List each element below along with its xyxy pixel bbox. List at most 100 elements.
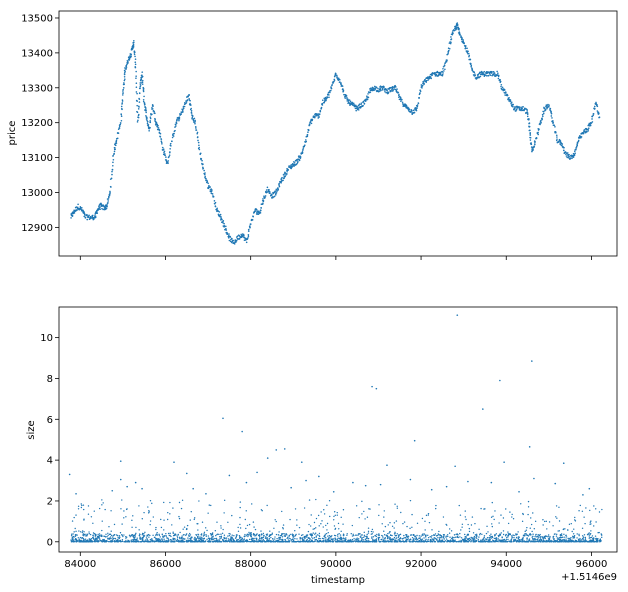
- size-point: [203, 540, 205, 543]
- price-point: [252, 215, 254, 218]
- price-point: [563, 146, 565, 149]
- size-point: [588, 537, 590, 539]
- size-point: [593, 541, 596, 543]
- size-point: [505, 538, 508, 540]
- price-point: [124, 78, 126, 80]
- price-point: [86, 214, 88, 217]
- price-point: [235, 241, 237, 243]
- size-point: [282, 524, 285, 526]
- price-y-axis-label: price: [7, 121, 18, 146]
- size-point: [538, 539, 541, 542]
- size-point: [215, 537, 218, 540]
- size-point: [555, 505, 558, 507]
- price-point: [182, 111, 184, 113]
- size-point: [85, 535, 88, 537]
- size-point: [74, 527, 76, 530]
- size-point: [535, 533, 537, 536]
- price-point: [228, 239, 231, 242]
- size-point: [81, 504, 83, 507]
- size-point: [504, 535, 507, 537]
- price-point: [500, 83, 503, 86]
- size-point: [264, 537, 267, 539]
- y-tick-label: 10: [40, 333, 53, 344]
- size-point: [507, 522, 510, 525]
- price-point: [148, 129, 150, 132]
- size-point: [375, 538, 377, 541]
- price-point: [541, 118, 544, 121]
- size-point: [71, 520, 74, 522]
- size-point: [214, 537, 216, 540]
- price-point: [138, 97, 140, 100]
- size-point: [532, 541, 535, 543]
- size-point: [178, 541, 180, 543]
- size-point: [220, 536, 223, 538]
- size-point: [573, 519, 576, 521]
- price-point: [326, 96, 329, 99]
- size-point: [505, 541, 508, 543]
- size-point: [272, 538, 274, 540]
- price-point: [157, 127, 160, 129]
- price-point: [99, 208, 101, 211]
- size-point: [486, 540, 488, 542]
- size-point: [143, 511, 145, 514]
- size-point: [334, 537, 336, 539]
- size-point: [222, 540, 225, 542]
- size-point: [196, 541, 198, 543]
- size-point: [133, 536, 136, 539]
- size-point: [227, 535, 229, 537]
- price-point: [443, 70, 445, 72]
- price-point: [569, 157, 572, 159]
- size-point: [151, 502, 153, 505]
- size-point: [411, 541, 414, 543]
- size-point: [589, 523, 591, 526]
- price-point: [425, 79, 428, 82]
- price-point: [232, 239, 234, 242]
- size-point: [396, 533, 398, 535]
- price-point: [132, 43, 135, 46]
- size-point: [132, 515, 134, 517]
- price-point: [449, 42, 452, 45]
- size-point: [300, 534, 303, 537]
- size-point: [90, 516, 93, 518]
- size-point: [560, 539, 562, 542]
- price-point: [112, 158, 115, 161]
- price-point: [485, 75, 488, 77]
- size-point: [193, 518, 195, 521]
- price-point: [314, 116, 316, 119]
- size-point: [267, 540, 269, 543]
- size-point: [391, 525, 394, 528]
- size-point: [303, 536, 306, 539]
- size-point: [251, 503, 253, 505]
- price-point: [542, 115, 544, 118]
- size-point: [262, 536, 265, 539]
- size-point: [178, 517, 181, 520]
- price-point: [419, 92, 421, 94]
- size-point: [509, 511, 511, 513]
- size-point: [316, 534, 319, 536]
- size-point: [568, 523, 571, 526]
- price-point: [534, 143, 536, 146]
- price-point: [149, 116, 152, 118]
- price-point: [555, 131, 557, 134]
- size-point: [458, 504, 460, 507]
- size-point: [229, 541, 231, 543]
- size-point: [490, 533, 492, 535]
- price-point: [174, 129, 176, 132]
- size-point: [531, 536, 533, 538]
- size-point: [71, 536, 74, 538]
- size-point: [466, 538, 469, 540]
- size-point: [547, 534, 550, 536]
- price-point: [522, 106, 524, 108]
- size-point: [156, 532, 158, 534]
- size-point: [323, 539, 325, 541]
- size-point: [308, 537, 311, 540]
- price-point: [81, 207, 83, 209]
- size-point: [361, 500, 363, 503]
- size-point: [324, 539, 327, 541]
- size-point: [414, 535, 416, 538]
- size-point: [389, 522, 391, 524]
- size-point: [437, 541, 439, 543]
- size-point: [416, 534, 418, 537]
- price-point: [497, 72, 499, 75]
- size-point: [443, 535, 445, 537]
